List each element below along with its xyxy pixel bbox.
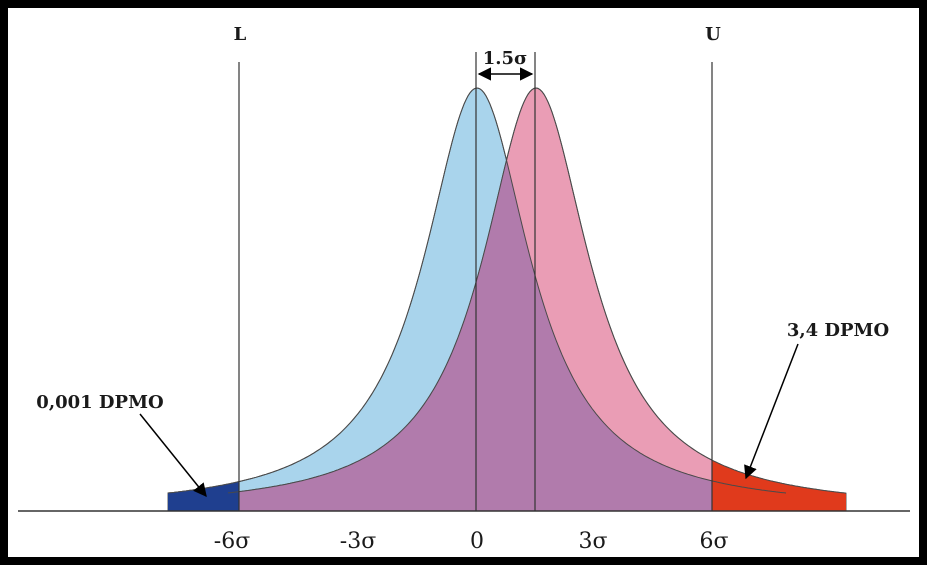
upper-limit-label: U bbox=[705, 24, 721, 45]
right-tail-defects bbox=[712, 460, 846, 511]
shift-label: 1.5σ bbox=[483, 48, 528, 69]
tick-label: -6σ bbox=[214, 529, 250, 554]
overlap-area bbox=[228, 88, 786, 511]
tick-label: 3σ bbox=[578, 529, 607, 554]
centered-curve-outline bbox=[167, 87, 787, 494]
tick-label: 6σ bbox=[699, 529, 728, 554]
right-dpmo-annotation: 3,4 DPMO bbox=[787, 320, 889, 341]
left-annotation-arrow bbox=[139, 413, 207, 498]
shifted-curve-outline bbox=[227, 87, 847, 494]
lower-limit-label: L bbox=[234, 24, 247, 45]
tick-label: -3σ bbox=[340, 529, 376, 554]
right-annotation-arrow bbox=[744, 343, 799, 480]
left-dpmo-annotation: 0,001 DPMO bbox=[36, 392, 163, 413]
tick-label: 0 bbox=[470, 529, 484, 554]
